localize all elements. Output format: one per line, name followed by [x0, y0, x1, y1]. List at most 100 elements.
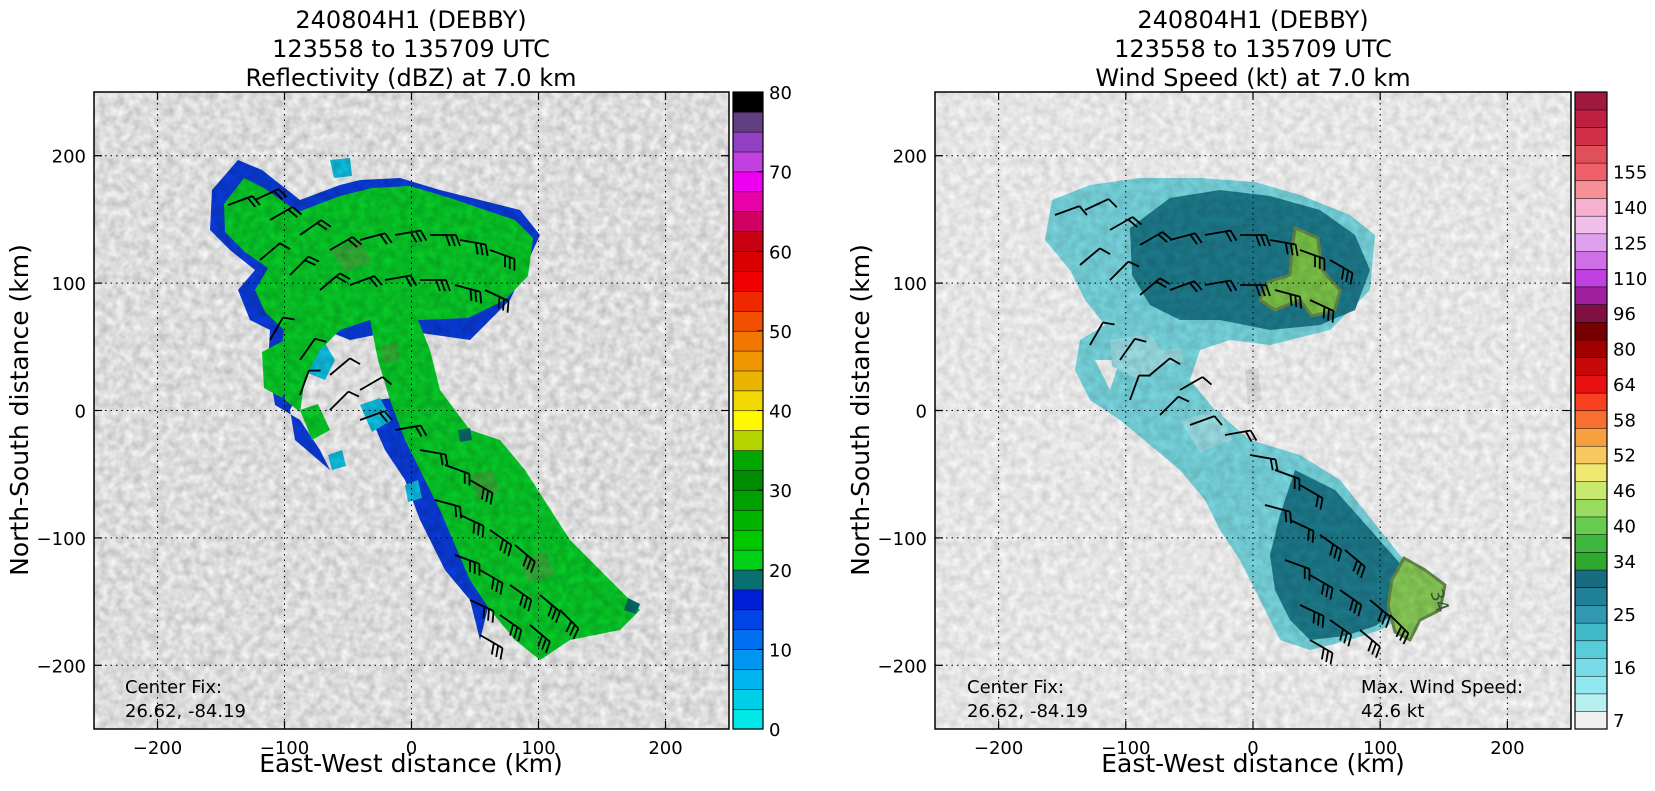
- wind-speed-field: 34: [935, 92, 1571, 729]
- wind-barb: [1129, 374, 1151, 401]
- x-tick-label: −200: [133, 738, 182, 759]
- wind-barb: [1139, 277, 1171, 296]
- colorbar-swatch: [732, 669, 764, 690]
- reflectivity-ticks: −200 −100 0 100 200 −200 −100 0 100 200: [37, 92, 729, 759]
- colorbar-tick-label: 125: [1613, 233, 1647, 254]
- wind-barb: [1329, 619, 1353, 647]
- wind-barb: [1224, 429, 1258, 442]
- colorbar-swatch: [1574, 304, 1608, 323]
- colorbar-swatch: [732, 529, 764, 551]
- colorbar-swatch: [1574, 233, 1608, 252]
- wind-barb: [479, 569, 504, 595]
- colorbar-swatch: [732, 91, 764, 113]
- colorbar-swatch: [1574, 693, 1608, 712]
- colorbar-tick-label: 10: [769, 640, 792, 661]
- colorbar-tick-label: 20: [769, 561, 792, 582]
- colorbar-swatch: [1574, 109, 1608, 128]
- colorbar-swatch: [732, 251, 764, 272]
- colorbar-swatch: [1574, 321, 1608, 341]
- wind-barb: [1249, 454, 1279, 472]
- wind-barb: [1289, 519, 1315, 543]
- wind-barb: [1319, 534, 1343, 562]
- wind-barb: [434, 499, 463, 519]
- colorbar-swatch: [1574, 640, 1608, 659]
- wind-barb: [1339, 589, 1363, 617]
- colorbar-swatch: [732, 430, 764, 451]
- x-tick-label: −100: [260, 738, 309, 759]
- wind-barb: [459, 239, 489, 257]
- colorbar-tick-label: 52: [1613, 446, 1636, 467]
- wind-barb: [384, 274, 418, 287]
- colorbar-swatch: [1574, 339, 1608, 358]
- wind-barb: [469, 479, 494, 505]
- colorbar-tick-label: 30: [769, 481, 792, 502]
- wind-barb: [420, 279, 451, 292]
- colorbar-swatch: [732, 211, 764, 232]
- colorbar-swatch: [732, 151, 764, 173]
- colorbar-swatch: [732, 390, 764, 412]
- colorbar-swatch: [732, 450, 764, 471]
- wind-barb: [1079, 247, 1111, 266]
- wind-barb: [329, 390, 360, 411]
- wind-barb: [1169, 232, 1203, 245]
- wind-speed-grid: [935, 92, 1571, 729]
- colorbar-swatch: [1574, 180, 1608, 199]
- colorbar-swatch: [1574, 427, 1608, 447]
- wind-barb: [1309, 574, 1334, 600]
- wind-barb: [1299, 249, 1326, 271]
- colorbar-swatch: [732, 569, 764, 591]
- colorbar-swatch: [732, 589, 764, 611]
- x-tick-label: 100: [521, 738, 555, 759]
- wind-barb: [1109, 216, 1143, 231]
- colorbar-swatch: [1574, 534, 1608, 553]
- colorbar-tick-label: 96: [1613, 304, 1636, 325]
- colorbar-swatch: [1574, 481, 1608, 500]
- colorbar-frame: [1574, 91, 1608, 730]
- colorbar-swatch: [1574, 587, 1608, 606]
- colorbar-swatch: [1574, 127, 1608, 146]
- wind-barb: [499, 614, 523, 642]
- colorbar-tick-label: 50: [769, 322, 792, 343]
- x-tick-label: 0: [1247, 738, 1258, 759]
- reflectivity-colorbar: 0 10 20 30 40 50 60 70 80: [732, 83, 792, 741]
- wind-barb: [1309, 639, 1334, 665]
- title-line-1: 240804H1 (DEBBY): [1137, 6, 1368, 34]
- colorbar-swatch: [1574, 657, 1608, 677]
- colorbar-tick-label: 70: [769, 163, 792, 184]
- colorbar-swatch: [1574, 286, 1608, 305]
- colorbar-swatch: [732, 649, 764, 670]
- wind-barb: [1169, 280, 1203, 293]
- wind-barb: [227, 195, 261, 208]
- colorbar-tick-label: 58: [1613, 410, 1636, 431]
- x-tick-label: 200: [1490, 738, 1524, 759]
- colorbar-swatch: [1574, 410, 1608, 429]
- wind-barb: [299, 219, 332, 236]
- wind-barb: [559, 609, 580, 640]
- wind-barb: [419, 449, 449, 467]
- y-tick-label: 0: [75, 402, 86, 423]
- wind-barb: [1204, 229, 1238, 242]
- max-wind-value: 42.6 kt: [1361, 701, 1424, 722]
- colorbar-swatch: [732, 708, 764, 730]
- wind-barb: [1089, 321, 1115, 346]
- colorbar-tick-label: 7: [1613, 711, 1624, 732]
- title-line-1: 240804H1 (DEBBY): [295, 6, 526, 34]
- wind-barb: [289, 255, 320, 276]
- wind-barb: [1299, 484, 1324, 510]
- wind-speed-panel: 240804H1 (DEBBY) 123558 to 135709 UTC Wi…: [846, 6, 1647, 778]
- wind-speed-ticks: −200 −100 0 100 200 −200 −100 0 100 200: [878, 92, 1571, 759]
- wind-barb: [430, 234, 461, 247]
- wind-barb: [539, 594, 561, 624]
- wind-barb: [489, 529, 513, 557]
- colorbar-tick-label: 155: [1613, 163, 1647, 184]
- colorbar-swatch: [732, 549, 764, 571]
- wind-barb: [1149, 357, 1181, 376]
- wind-barb: [1284, 559, 1311, 581]
- colorbar-swatch: [1574, 675, 1608, 695]
- wind-barb: [299, 369, 321, 396]
- colorbar-swatch: [732, 688, 764, 710]
- colorbar-swatch: [1574, 251, 1608, 270]
- reflectivity-panel: 240804H1 (DEBBY) 123558 to 135709 UTC Re…: [5, 6, 792, 778]
- y-tick-label: 0: [916, 402, 927, 423]
- wind-speed-colorbar: 7 16 25 34 40 46 52 58 64 80 96 110 125 140 155: [1574, 91, 1647, 732]
